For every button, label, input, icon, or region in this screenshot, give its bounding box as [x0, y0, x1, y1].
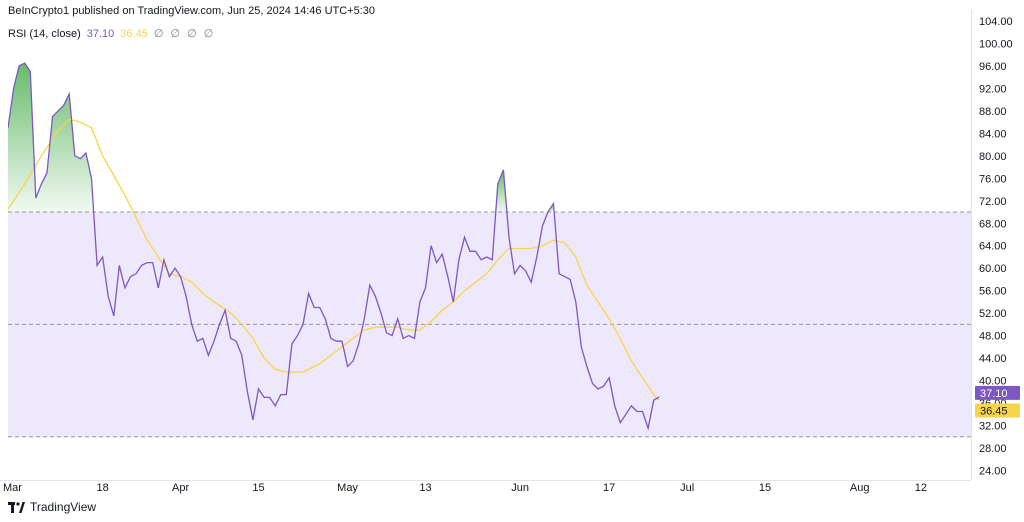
y-tick-label: 104.00 — [979, 16, 1013, 28]
x-tick-label: 15 — [252, 482, 264, 494]
y-tick-label: 96.00 — [979, 61, 1007, 73]
y-tick-label: 68.00 — [979, 218, 1007, 230]
y-tick-label: 56.00 — [979, 286, 1007, 298]
tradingview-logo-icon — [8, 501, 25, 513]
y-tick-label: 76.00 — [979, 173, 1007, 185]
rsi-value-badge: 37.10 — [980, 388, 1008, 400]
ma-series-line — [8, 118, 660, 401]
y-tick-label: 24.00 — [979, 465, 1007, 477]
publisher-credit: BeInCrypto1 published on TradingView.com… — [8, 5, 376, 17]
y-tick-label: 80.00 — [979, 151, 1007, 163]
rsi-value: 37.10 — [86, 27, 115, 40]
x-tick-label: Jun — [511, 482, 529, 494]
x-tick-label: 12 — [915, 482, 927, 494]
x-tick-label: Jul — [680, 482, 694, 494]
x-tick-label: 17 — [603, 482, 615, 494]
na-values: ∅ ∅ ∅ ∅ — [153, 28, 216, 40]
y-tick-label: 60.00 — [979, 263, 1007, 275]
ma-value-badge: 36.45 — [980, 406, 1008, 418]
y-tick-label: 44.00 — [979, 353, 1007, 365]
x-tick-label: Aug — [850, 482, 870, 494]
x-tick-label: Apr — [172, 482, 189, 494]
x-tick-label: 15 — [759, 482, 771, 494]
rsi-band — [8, 212, 971, 437]
rsi-value-badge-bg — [975, 385, 1020, 400]
y-tick-label: 64.00 — [979, 241, 1007, 253]
y-tick-label: 72.00 — [979, 196, 1007, 208]
y-tick-label: 48.00 — [979, 331, 1007, 343]
y-tick-label: 28.00 — [979, 443, 1007, 455]
x-tick-label: May — [337, 482, 358, 494]
y-tick-label: 84.00 — [979, 128, 1007, 140]
y-tick-label: 92.00 — [979, 83, 1007, 95]
indicator-legend: RSI (14, close) 37.10 36.45 ∅ ∅ ∅ ∅ — [8, 27, 216, 41]
indicator-name[interactable]: RSI (14, close) — [8, 27, 81, 40]
y-tick-label: 100.00 — [979, 38, 1013, 50]
rsi-series-line — [8, 62, 660, 431]
y-tick-label: 40.00 — [979, 376, 1007, 388]
y-tick-label: 52.00 — [979, 308, 1007, 320]
footer-brand: TradingView — [8, 500, 96, 514]
ma-value-badge-bg — [975, 403, 1020, 418]
y-tick-label: 32.00 — [979, 421, 1007, 433]
ma-value: 36.45 — [120, 27, 148, 40]
x-tick-label: 13 — [419, 482, 431, 494]
x-tick-label: Mar — [3, 482, 22, 494]
brand-name: TradingView — [30, 500, 97, 514]
x-tick-label: 18 — [97, 482, 109, 494]
y-tick-label: 88.00 — [979, 106, 1007, 118]
